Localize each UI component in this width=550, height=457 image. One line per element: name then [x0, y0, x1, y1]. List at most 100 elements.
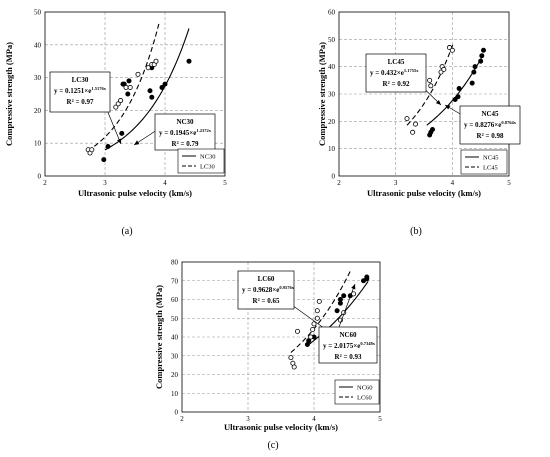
y-tick-label: 0	[332, 173, 336, 181]
annotation-box	[237, 270, 295, 310]
annotation-exponent: 0.8764x	[501, 120, 516, 125]
x-axis-label: Ultrasonic pulse velocity (km/s)	[367, 188, 481, 198]
data-point-lc60	[314, 308, 320, 314]
y-tick-label: 40	[328, 63, 336, 71]
data-point-lc60	[291, 364, 297, 370]
annotation-exponent: 1.1755x	[404, 68, 419, 73]
data-point-nc30	[149, 94, 155, 100]
plot-frame	[181, 261, 381, 413]
data-point-nc45	[429, 127, 435, 133]
annotation-equation: y = 0.9628×e0.9576x	[242, 285, 295, 294]
annotation-r2: R² = 0.93	[335, 353, 362, 361]
plot-frame	[44, 11, 226, 177]
annotation-r2: R² = 0.79	[172, 140, 199, 148]
data-point-lc30	[153, 58, 159, 64]
data-point-nc30	[105, 143, 111, 149]
data-point-nc60	[337, 296, 343, 302]
fit-curve-lc30	[93, 23, 160, 147]
data-point-nc60	[364, 274, 370, 280]
data-point-nc30	[159, 84, 165, 90]
annotation-box	[365, 53, 427, 93]
legend-label: LC45	[483, 164, 498, 171]
panel-label: (c)	[267, 440, 278, 451]
x-tick-label: 3	[246, 415, 250, 423]
y-tick-label: 60	[328, 9, 336, 17]
data-point-nc45	[472, 64, 478, 70]
data-point-nc45	[456, 86, 462, 92]
annotation-exponent: 0.9576x	[279, 285, 294, 290]
panel-label: (a)	[121, 226, 132, 237]
data-point-lc30	[115, 101, 121, 107]
fit-curve-lc45	[406, 42, 454, 126]
data-point-nc30	[125, 91, 131, 97]
annotation-equation: y = 0.8276×e0.8764x	[464, 120, 517, 129]
data-point-lc45	[427, 77, 433, 83]
x-tick-label: 4	[163, 179, 167, 187]
data-point-nc60	[341, 293, 347, 299]
data-point-nc30	[119, 130, 125, 136]
y-axis-label: Compressive strength (MPa)	[317, 42, 327, 146]
y-tick-label: 50	[328, 36, 336, 44]
panel-label: (b)	[410, 226, 422, 237]
data-point-nc45	[469, 80, 475, 86]
plot-frame	[338, 11, 510, 177]
annotation-arrowhead	[351, 284, 356, 290]
x-tick-label: 4	[312, 415, 316, 423]
y-tick-label: 60	[171, 296, 179, 304]
data-point-lc60	[288, 355, 294, 361]
data-point-lc45	[404, 116, 410, 122]
annotation-arrowhead	[117, 138, 122, 144]
x-axis-label: Ultrasonic pulse velocity (km/s)	[78, 188, 192, 198]
y-tick-label: 20	[171, 371, 179, 379]
data-point-nc45	[455, 94, 461, 100]
y-tick-label: 30	[34, 74, 42, 82]
annotation-r2: R² = 0.65	[253, 297, 280, 305]
annotation-title: LC30	[72, 76, 89, 84]
y-tick-label: 10	[328, 145, 336, 153]
data-point-lc60	[316, 298, 322, 304]
annotation-title: NC60	[339, 331, 357, 339]
y-tick-label: 30	[328, 91, 336, 99]
annotation-exponent: 1.2372x	[196, 128, 211, 133]
legend-label: NC30	[200, 153, 216, 160]
y-tick-label: 70	[171, 277, 179, 285]
x-tick-label: 5	[378, 415, 382, 423]
y-tick-label: 30	[171, 352, 179, 360]
y-tick-label: 40	[171, 334, 179, 342]
data-point-lc30	[145, 65, 151, 71]
data-point-lc30	[135, 71, 141, 77]
annotation-exponent: 0.7348x	[360, 341, 375, 346]
y-tick-label: 10	[34, 140, 42, 148]
data-point-lc60	[310, 326, 316, 332]
annotation-title: LC60	[258, 275, 275, 283]
data-point-nc30	[186, 58, 192, 64]
annotation-r2: R² = 0.92	[383, 80, 410, 88]
annotation-exponent: 1.5176x	[91, 86, 106, 91]
annotation-equation: y = 2.0175×e0.7348x	[323, 341, 376, 350]
y-tick-label: 0	[175, 409, 179, 417]
data-point-lc30	[89, 147, 95, 153]
data-point-nc30	[162, 81, 168, 87]
data-point-lc30	[113, 104, 119, 110]
data-point-lc60	[294, 328, 300, 334]
data-point-lc60	[311, 321, 317, 327]
annotation-title: NC45	[481, 110, 499, 118]
annotation-equation: y = 0.1251×e1.5176x	[54, 86, 107, 95]
x-tick-label: 3	[394, 179, 398, 187]
y-tick-label: 50	[34, 9, 42, 17]
y-tick-label: 0	[38, 173, 42, 181]
x-tick-label: 5	[223, 179, 227, 187]
data-point-lc30	[118, 98, 124, 104]
annotation-arrowhead	[435, 99, 441, 105]
y-tick-label: 20	[328, 118, 336, 126]
fit-curve-nc60	[307, 281, 369, 347]
data-point-lc45	[428, 83, 434, 89]
data-point-nc60	[334, 308, 340, 314]
annotation-equation: y = 0.432×e1.1755x	[370, 68, 419, 77]
annotation-box	[49, 71, 111, 113]
fit-curve-lc60	[290, 270, 351, 353]
data-point-nc60	[306, 338, 312, 344]
